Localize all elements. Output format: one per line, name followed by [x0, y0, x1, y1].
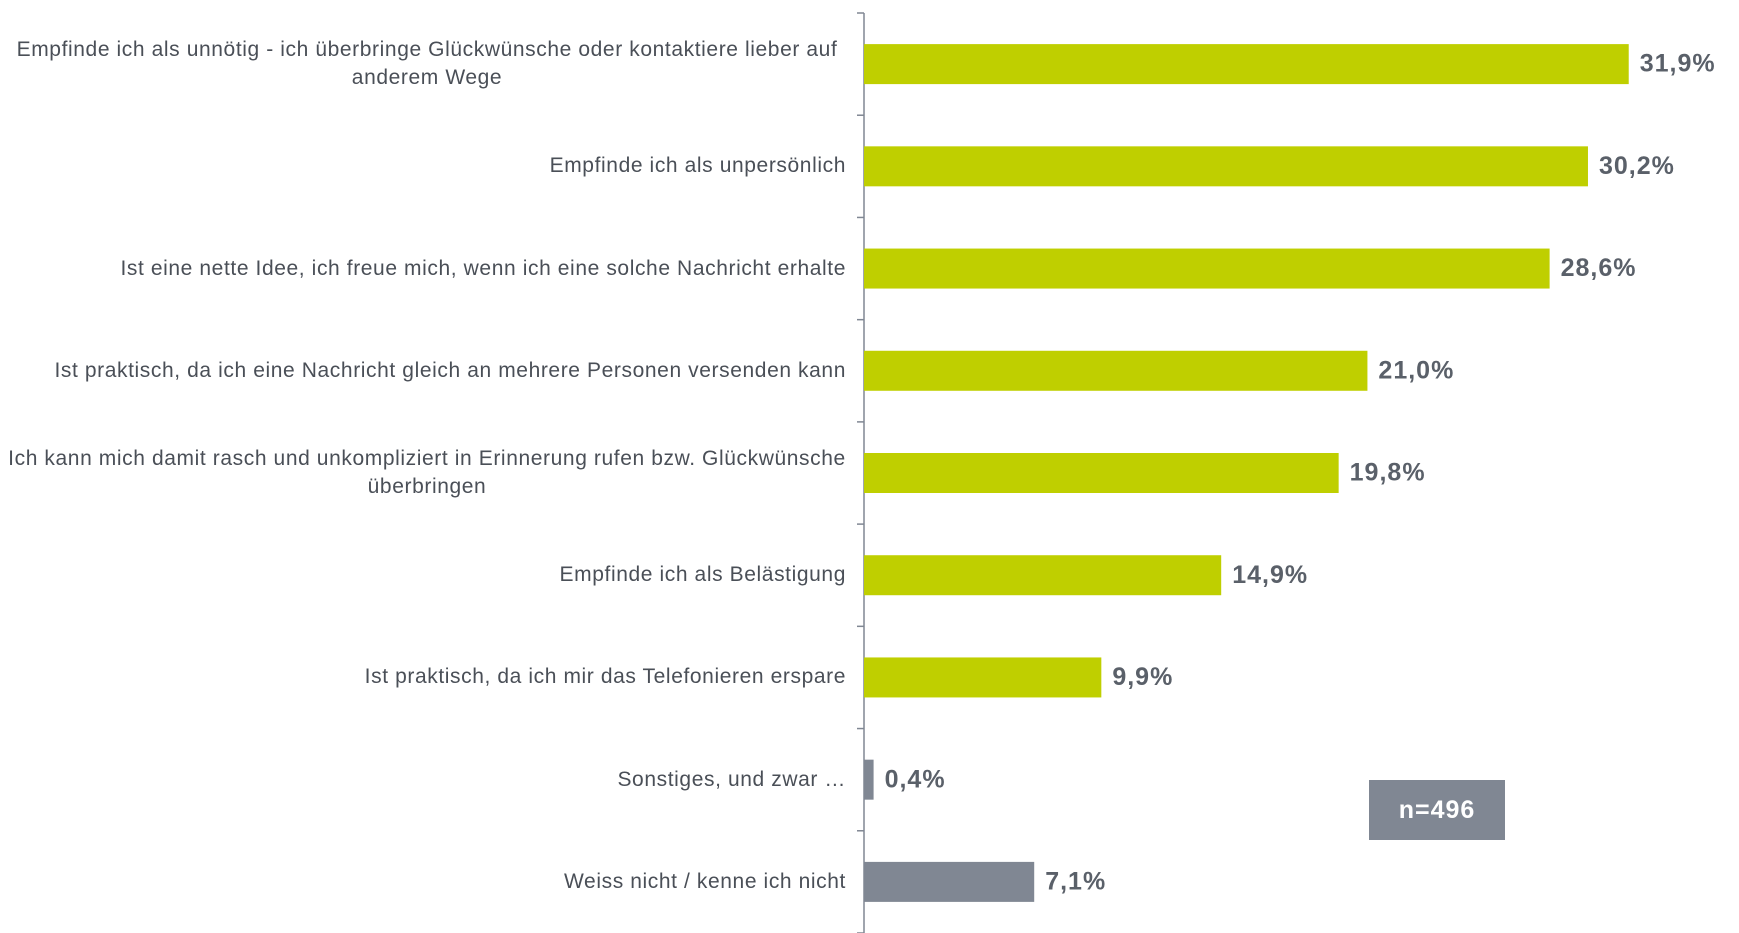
sample-size-note: n=496: [1369, 780, 1505, 840]
category-label-box: Empfinde ich als Belästigung: [8, 561, 846, 589]
bar: [864, 453, 1339, 493]
category-label: Ist praktisch, da ich eine Nachricht gle…: [54, 357, 846, 385]
bar: [864, 555, 1221, 595]
category-label-box: Empfinde ich als unnötig - ich überbring…: [8, 36, 846, 92]
category-label-box: Ist eine nette Idee, ich freue mich, wen…: [8, 255, 846, 283]
value-label: 0,4%: [885, 765, 946, 793]
bar: [864, 146, 1588, 186]
category-label: Empfinde ich als Belästigung: [560, 561, 846, 589]
value-label: 28,6%: [1561, 254, 1637, 282]
category-label-box: Ist praktisch, da ich eine Nachricht gle…: [8, 357, 846, 385]
category-label-box: Sonstiges, und zwar …: [8, 766, 846, 794]
category-label-box: Weiss nicht / kenne ich nicht: [8, 868, 846, 896]
category-label: Ist praktisch, da ich mir das Telefonier…: [365, 663, 846, 691]
page: 31,9% 30,2% 28,6% 21,0% 19,8% 14,9% 9,9% 0,4% 7,…: [0, 0, 1739, 933]
value-label: 7,1%: [1045, 867, 1106, 895]
value-label: 21,0%: [1378, 356, 1454, 384]
bar: [864, 657, 1101, 697]
category-label: Empfinde ich als unpersönlich: [550, 152, 846, 180]
bar: [864, 351, 1367, 391]
value-label: 19,8%: [1350, 459, 1426, 487]
value-label: 31,9%: [1640, 50, 1716, 78]
category-label: Weiss nicht / kenne ich nicht: [564, 868, 846, 896]
category-label: Empfinde ich als unnötig - ich überbring…: [8, 36, 846, 92]
bar: [864, 44, 1629, 84]
category-label-box: Ist praktisch, da ich mir das Telefonier…: [8, 663, 846, 691]
bar: [864, 862, 1034, 902]
category-label-box: Empfinde ich als unpersönlich: [8, 152, 846, 180]
bar: [864, 249, 1550, 289]
bar: [864, 760, 874, 800]
category-label: Sonstiges, und zwar …: [617, 766, 846, 794]
category-label-box: Ich kann mich damit rasch und unkomplizi…: [8, 445, 846, 501]
value-label: 30,2%: [1599, 152, 1675, 180]
value-label: 14,9%: [1232, 561, 1308, 589]
value-label: 9,9%: [1112, 663, 1173, 691]
category-label: Ich kann mich damit rasch und unkomplizi…: [8, 445, 846, 501]
category-label: Ist eine nette Idee, ich freue mich, wen…: [120, 255, 846, 283]
